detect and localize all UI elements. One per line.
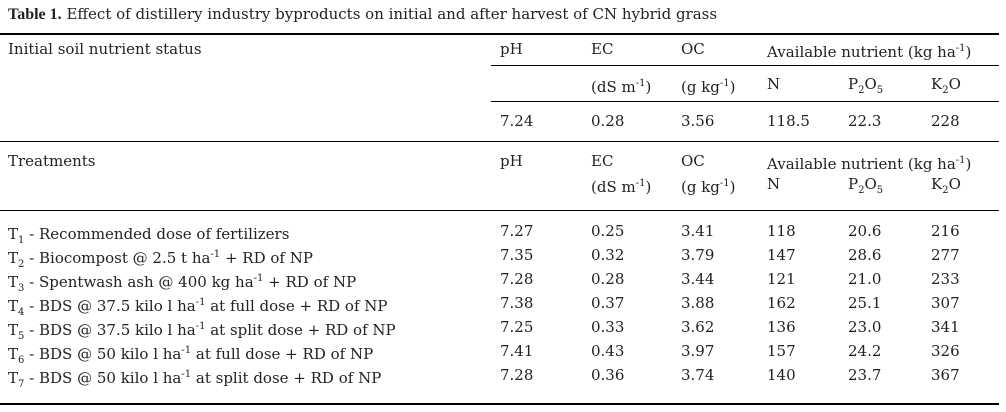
treatments-col-available: Available nutrient (kg ha-1) [767,155,972,173]
cell-oc: 3.74 [681,366,715,384]
initial-col-n: N [767,75,781,93]
table-row: T4 - BDS @ 37.5 kilo l ha-1 at full dose… [0,294,1006,319]
cell-p: 23.7 [848,366,882,384]
cell-ec: 0.25 [591,222,625,240]
table-row: T7 - BDS @ 50 kilo l ha-1 at split dose … [0,366,1006,391]
cell-ec: 0.37 [591,294,625,312]
treatment-label: T3 - Spentwash ash @ 400 kg ha-1 + RD of… [8,273,357,294]
treatments-col-n: N [767,175,781,193]
cell-p: 24.2 [848,342,882,360]
treatment-label: T7 - BDS @ 50 kilo l ha-1 at split dose … [8,369,382,390]
cell-n: 157 [767,342,796,360]
cell-k: 367 [931,366,960,384]
initial-values-rule [491,101,999,102]
cell-ph: 7.28 [500,366,534,384]
cell-p: 25.1 [848,294,882,312]
cell-n: 118 [767,222,796,240]
table-row: T6 - BDS @ 50 kilo l ha-1 at full dose +… [0,342,1006,367]
table-caption: Table 1. Effect of distillery industry b… [8,5,717,24]
cell-n: 121 [767,270,796,288]
treatments-unit-oc: (g kg-1) [681,178,736,196]
treatments-col-k2o: K2O [931,175,961,196]
initial-col-oc: OC [681,40,705,58]
cell-ph: 7.41 [500,342,534,360]
treatments-header-rule [0,210,999,211]
initial-heading: Initial soil nutrient status [8,40,202,58]
cell-n: 136 [767,318,796,336]
cell-ph: 7.25 [500,318,534,336]
bottom-rule [0,403,999,405]
cell-ec: 0.43 [591,342,625,360]
cell-k: 341 [931,318,960,336]
initial-col-k2o: K2O [931,75,961,96]
cell-p: 23.0 [848,318,882,336]
initial-value-ph: 7.24 [500,112,534,130]
table-label: Table 1. [8,6,62,23]
treatment-label: T1 - Recommended dose of fertilizers [8,225,290,246]
treatments-top-rule [0,141,999,142]
cell-oc: 3.88 [681,294,715,312]
cell-ec: 0.32 [591,246,625,264]
initial-value-n: 118.5 [767,112,810,130]
initial-value-p: 22.3 [848,112,882,130]
cell-ec: 0.33 [591,318,625,336]
cell-ec: 0.28 [591,270,625,288]
initial-value-k: 228 [931,112,960,130]
initial-subrule [491,65,999,66]
treatment-label: T4 - BDS @ 37.5 kilo l ha-1 at full dose… [8,297,388,318]
initial-col-available: Available nutrient (kg ha-1) [767,43,972,61]
treatments-col-p2o5: P2O5 [848,175,884,196]
cell-k: 277 [931,246,960,264]
cell-k: 216 [931,222,960,240]
cell-oc: 3.79 [681,246,715,264]
treatments-col-ec: EC [591,152,614,170]
initial-value-oc: 3.56 [681,112,715,130]
cell-ph: 7.35 [500,246,534,264]
cell-n: 147 [767,246,796,264]
cell-oc: 3.41 [681,222,715,240]
cell-ph: 7.28 [500,270,534,288]
cell-p: 20.6 [848,222,882,240]
cell-oc: 3.44 [681,270,715,288]
cell-k: 326 [931,342,960,360]
treatment-label: T5 - BDS @ 37.5 kilo l ha-1 at split dos… [8,321,396,342]
treatment-label: T2 - Biocompost @ 2.5 t ha-1 + RD of NP [8,249,313,270]
initial-value-ec: 0.28 [591,112,625,130]
treatments-col-oc: OC [681,152,705,170]
cell-ec: 0.36 [591,366,625,384]
initial-unit-ec: (dS m-1) [591,78,652,96]
initial-col-p2o5: P2O5 [848,75,884,96]
treatment-label: T6 - BDS @ 50 kilo l ha-1 at full dose +… [8,345,374,366]
table-row: T2 - Biocompost @ 2.5 t ha-1 + RD of NP … [0,246,1006,271]
cell-k: 307 [931,294,960,312]
initial-col-ec: EC [591,40,614,58]
cell-n: 162 [767,294,796,312]
initial-col-ph: pH [500,40,523,58]
table-row: T3 - Spentwash ash @ 400 kg ha-1 + RD of… [0,270,1006,295]
cell-n: 140 [767,366,796,384]
cell-oc: 3.97 [681,342,715,360]
cell-k: 233 [931,270,960,288]
cell-p: 28.6 [848,246,882,264]
table-row: T1 - Recommended dose of fertilizers 7.2… [0,222,1006,247]
table-title: Effect of distillery industry byproducts… [66,5,718,23]
cell-ph: 7.38 [500,294,534,312]
cell-ph: 7.27 [500,222,534,240]
treatments-unit-ec: (dS m-1) [591,178,652,196]
table-row: T5 - BDS @ 37.5 kilo l ha-1 at split dos… [0,318,1006,343]
cell-p: 21.0 [848,270,882,288]
treatments-heading: Treatments [8,152,96,170]
initial-unit-oc: (g kg-1) [681,78,736,96]
treatments-col-ph: pH [500,152,523,170]
cell-oc: 3.62 [681,318,715,336]
top-rule [0,33,999,35]
